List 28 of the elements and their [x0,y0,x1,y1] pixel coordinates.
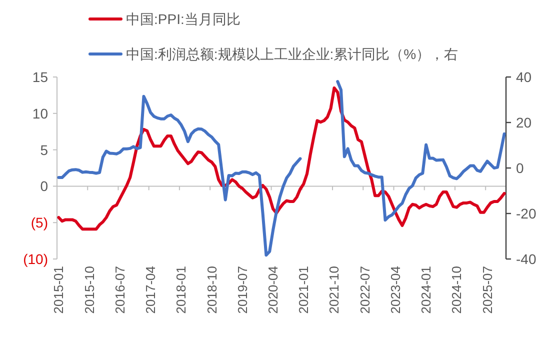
y-tick-label: 5 [40,142,48,158]
x-tick-label: 2017-04 [143,266,158,314]
x-tick-label: 2015-01 [51,266,66,314]
x-tick-label: 2016-07 [112,266,128,314]
y-tick-label: 15 [32,69,48,85]
y2-tick-label: 0 [516,160,524,176]
y-tick-label: 0 [40,178,48,194]
legend-label: 中国:利润总额:规模以上工业企业:累计同比（%），右 [126,46,458,62]
x-tick-label: 2019-07 [234,266,250,314]
x-tick-label: 2020-04 [265,266,280,314]
y2-tick-label: -20 [516,206,536,222]
y2-tick-label: 40 [516,69,532,85]
x-tick-label: 2021-10 [326,266,342,314]
x-tick-label: 2022-07 [357,266,372,314]
y2-tick-label: -40 [516,251,536,267]
y-tick-label: (5) [30,214,48,231]
x-tick-label: 2021-01 [296,266,312,314]
legend-label: 中国:PPI:当月同比 [126,11,240,27]
x-tick-label: 2018-01 [174,266,189,314]
x-tick-label: 2015-10 [82,266,97,314]
y-tick-label: (10) [23,251,48,267]
x-tick-label: 2018-10 [204,266,220,314]
x-tick-label: 2024-10 [449,266,464,314]
y2-tick-label: 20 [516,114,532,130]
x-tick-label: 2024-01 [418,266,434,314]
x-tick-label: 2023-04 [388,266,403,314]
y-tick-label: 10 [32,105,48,122]
x-tick-label: 2025-07 [480,266,495,314]
